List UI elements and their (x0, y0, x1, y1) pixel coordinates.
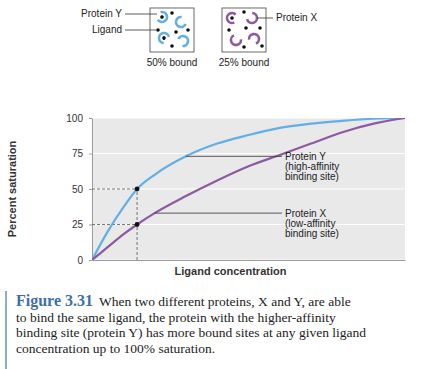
free-ligand (227, 28, 231, 32)
y-tick: 0 (77, 255, 92, 266)
annotation-leader (186, 156, 282, 157)
bound-ligand (161, 35, 166, 40)
x-axis-title: Ligand concentration (175, 265, 287, 277)
free-ligand (186, 28, 190, 32)
series-description: binding site) (285, 228, 339, 239)
caption-line: binding site (protein Y) has more bound … (16, 325, 366, 340)
protein-shape (246, 12, 259, 25)
free-ligand (170, 11, 174, 15)
y-tick-label: 75 (72, 148, 84, 159)
free-ligand (170, 44, 174, 48)
protein-shape (157, 11, 168, 23)
y-tick-label: 0 (77, 255, 83, 266)
illustration-panel: 25% bound (219, 8, 270, 68)
y-tick-label: 100 (66, 113, 83, 124)
protein-shape (157, 31, 170, 44)
caption-line: to bind the same ligand, the protein wit… (16, 310, 336, 325)
protein-shape (226, 12, 236, 23)
protein-shape (174, 16, 186, 29)
free-ligand (242, 10, 246, 14)
panel-box (150, 8, 194, 52)
reference-point (135, 187, 140, 192)
caption-label: Figure 3.31 (16, 292, 93, 310)
y-tick-mark (89, 225, 92, 226)
leader-line (125, 30, 156, 31)
protein-shape (229, 35, 242, 47)
y-axis-line (92, 119, 93, 261)
y-tick: 50 (72, 184, 92, 195)
y-tick-mark (89, 260, 92, 261)
protein-icon (248, 32, 261, 44)
protein-icon (178, 34, 190, 47)
panel-caption: 25% bound (219, 57, 270, 68)
y-tick-mark (89, 154, 92, 155)
bound-ligand (160, 15, 165, 20)
caption: Figure 3.31 When two different proteins, … (16, 292, 366, 356)
protein-y-label: Protein Y (81, 8, 122, 19)
panel-caption: 50% bound (147, 57, 198, 68)
free-ligand (258, 26, 262, 30)
reference-point (135, 222, 140, 227)
caption-rule (5, 291, 6, 369)
series-line (92, 118, 405, 260)
series-annotation: Protein X(low-affinitybinding site) (285, 208, 339, 239)
y-tick-mark (89, 189, 92, 190)
protein-icon (229, 35, 242, 47)
x-axis (93, 260, 406, 261)
protein-icon (157, 11, 168, 23)
annotation-leader (155, 213, 282, 214)
series-description: binding site) (285, 171, 339, 182)
protein-icon (226, 12, 236, 23)
ligand-label: Ligand (92, 24, 122, 35)
series-line (92, 118, 405, 260)
figure: 50% bound 25% bound Protein Y Ligand Protein… (0, 0, 438, 369)
y-tick: 75 (72, 148, 92, 159)
leader-line (125, 14, 157, 15)
y-axis: 0 25 50 75 100 (66, 113, 92, 266)
illustration-panel: 50% bound (147, 8, 198, 68)
free-ligand (260, 44, 264, 48)
y-tick-mark (89, 118, 92, 119)
caption-line: concentration up to 100% saturation. (16, 341, 215, 356)
protein-x-label: Protein X (276, 12, 317, 23)
leader-line (257, 18, 273, 19)
grid-line (92, 259, 405, 260)
protein-shape (178, 34, 190, 47)
grid (92, 118, 405, 260)
protein-icon (157, 31, 170, 44)
free-ligand (244, 26, 248, 30)
y-tick: 25 (72, 219, 92, 230)
protein-icon (246, 12, 259, 25)
y-axis-title: Percent saturation (6, 140, 18, 237)
y-tick-label: 25 (72, 219, 84, 230)
y-tick: 100 (66, 113, 92, 124)
series-annotation: Protein Y(high-affinitybinding site) (285, 151, 339, 182)
y-tick-label: 50 (72, 184, 84, 195)
grid-line (92, 117, 405, 118)
panel-box (222, 8, 266, 52)
free-ligand (242, 45, 246, 49)
protein-shape (248, 32, 261, 44)
free-ligand (174, 30, 178, 34)
plot-marks (92, 118, 405, 260)
free-ligand (156, 28, 160, 32)
caption-line: When two different proteins, X and Y, ar… (99, 294, 351, 309)
grid-line (92, 153, 405, 154)
reference-line-horizontal (92, 189, 137, 190)
protein-icon (174, 16, 186, 29)
plot-background (92, 118, 405, 260)
bound-ligand (230, 16, 234, 20)
x-axis-line (93, 260, 406, 261)
reference-line-horizontal (92, 224, 137, 225)
